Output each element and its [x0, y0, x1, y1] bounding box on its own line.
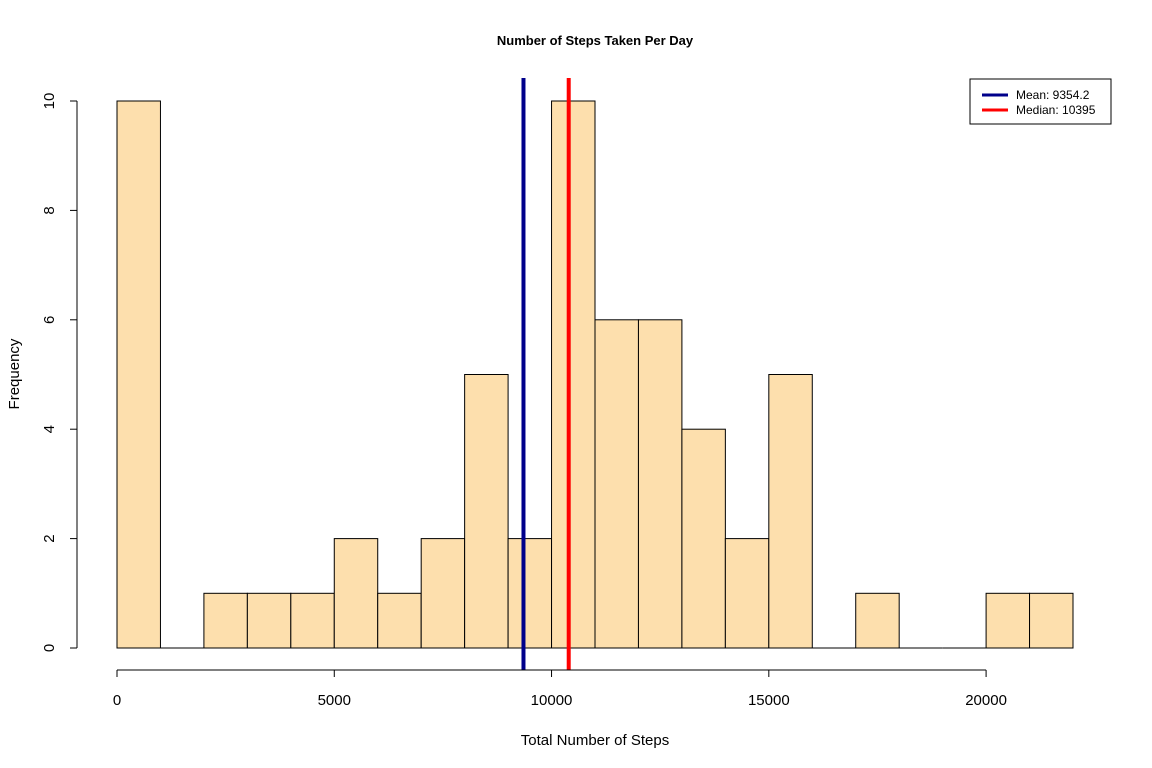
x-tick-label: 5000	[318, 692, 351, 709]
x-axis: 0 5000 10000 15000 20000	[113, 669, 1007, 709]
histogram-bar	[333, 538, 379, 649]
x-axis-label: Total Number of Steps	[521, 732, 669, 749]
chart-title: Number of Steps Taken Per Day	[497, 33, 694, 48]
x-tick-label: 10000	[531, 692, 573, 709]
histogram-bar	[594, 319, 639, 649]
y-tick-label: 2	[41, 534, 58, 542]
histogram-bar	[246, 592, 292, 649]
bars-group	[116, 100, 1074, 649]
histogram-bar	[985, 592, 1031, 649]
histogram-bar	[637, 319, 683, 649]
x-tick-label: 0	[113, 692, 121, 709]
histogram-bar	[551, 100, 596, 649]
y-tick-label: 4	[41, 425, 58, 433]
histogram-bar	[203, 592, 248, 649]
y-axis: 0 2 4 6 8 10	[41, 93, 78, 652]
histogram-bar	[290, 592, 335, 649]
y-tick-label: 6	[41, 316, 58, 324]
legend-box	[969, 78, 1112, 125]
histogram-bar	[116, 100, 161, 649]
x-tick-label: 20000	[965, 692, 1007, 709]
legend-label-mean: Mean: 9354.2	[1016, 88, 1090, 102]
histogram-bar	[1029, 592, 1074, 649]
y-axis-label: Frequency	[6, 338, 23, 409]
histogram-bar	[855, 592, 900, 649]
reference-lines-group	[521, 78, 571, 670]
legend-label-median: Median: 10395	[1016, 103, 1096, 117]
y-tick-label: 10	[41, 93, 58, 110]
y-tick-label: 8	[41, 206, 58, 214]
x-tick-label: 15000	[748, 692, 790, 709]
histogram-bar	[768, 374, 813, 649]
histogram-bar	[420, 538, 466, 649]
histogram-bar	[724, 538, 770, 649]
histogram-bar	[377, 592, 422, 649]
histogram-bar	[681, 428, 726, 649]
histogram-bar	[507, 538, 553, 649]
histogram-bar	[464, 374, 509, 649]
y-tick-label: 0	[41, 644, 58, 652]
